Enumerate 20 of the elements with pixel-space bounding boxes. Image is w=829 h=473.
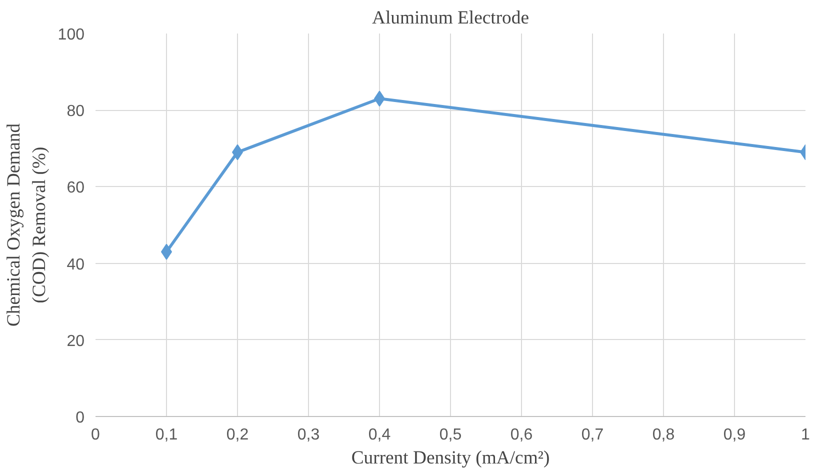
x-tick-label: 0,6 xyxy=(510,426,533,444)
x-tick-label: 0,9 xyxy=(723,426,746,444)
y-axis-title: Chemical Oxygen Demand (COD) Removal (%) xyxy=(4,122,50,327)
y-tick-label: 80 xyxy=(66,103,85,120)
x-tick-label: 0,1 xyxy=(155,426,178,444)
y-tick-label: 100 xyxy=(58,26,85,44)
x-tick-label: 1 xyxy=(801,426,810,444)
y-tick-label: 40 xyxy=(66,256,85,274)
x-axis-title: Current Density (mA/cm²) xyxy=(351,448,550,468)
x-tick-label: 0,3 xyxy=(297,426,320,444)
x-tick-label: 0,2 xyxy=(226,426,249,444)
x-tick-label: 0,7 xyxy=(581,426,604,444)
chart-title: Aluminum Electrode xyxy=(372,8,529,28)
y-tick-label: 20 xyxy=(66,332,85,350)
x-tick-label: 0 xyxy=(91,426,100,444)
x-tick-label: 0,5 xyxy=(439,426,462,444)
y-tick-label: 0 xyxy=(76,410,85,426)
x-tick-label: 0,8 xyxy=(652,426,675,444)
y-tick-label: 60 xyxy=(66,180,85,197)
x-tick-label: 0,4 xyxy=(368,426,391,444)
